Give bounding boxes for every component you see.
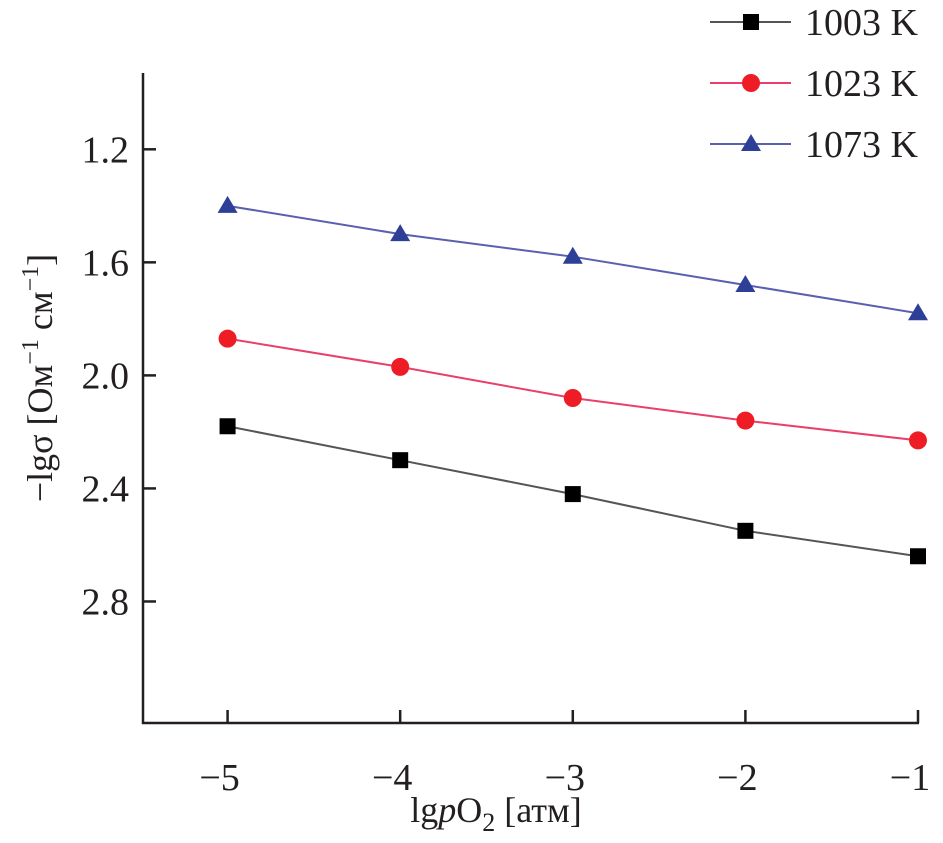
- legend-item: 1003 K: [710, 2, 919, 44]
- x-ticks: −5 −4 −3 −2 −1: [199, 710, 930, 799]
- legend-marker: [742, 74, 760, 92]
- data-point: [562, 246, 583, 264]
- legend-marker: [743, 14, 759, 30]
- legend-label: 1003 K: [805, 2, 919, 44]
- y-axis-title: −lgσ [Ом−1 см−1]: [18, 254, 60, 502]
- data-point: [909, 431, 927, 450]
- data-point: [391, 357, 410, 376]
- x-axis-title: lgpO2 [атм]: [410, 790, 582, 837]
- legend-label: 1023 K: [805, 63, 919, 105]
- data-point: [217, 195, 238, 213]
- legend-item: 1073 K: [710, 124, 919, 166]
- y-tick-label: 1.2: [82, 129, 130, 171]
- data-point: [219, 418, 236, 435]
- data-point: [736, 411, 755, 430]
- series-1003-k: [219, 418, 926, 565]
- legend-label: 1073 K: [805, 124, 919, 166]
- series-1023-k: [218, 329, 927, 450]
- y-tick-label: 1.6: [82, 242, 130, 284]
- data-point: [390, 224, 411, 242]
- series-1073-k: [217, 195, 928, 321]
- data-point: [737, 522, 754, 539]
- data-point: [908, 303, 928, 321]
- x-tick-label: −5: [199, 757, 239, 799]
- data-point: [735, 274, 756, 292]
- data-point: [392, 452, 409, 469]
- x-tick-label: −4: [372, 757, 412, 799]
- legend: 1003 K 1023 K 1073 K: [710, 2, 919, 166]
- y-tick-label: 2.8: [82, 581, 130, 623]
- plot-area: [217, 195, 928, 565]
- x-tick-label: −2: [717, 757, 757, 799]
- x-tick-label: −1: [890, 757, 930, 799]
- legend-item: 1023 K: [710, 63, 919, 105]
- axes: 1.2 1.6 2.0 2.4 2.8 −5 −4 −3 −2 −1: [82, 73, 930, 799]
- y-tick-label: 2.0: [82, 355, 130, 397]
- y-ticks: 1.2 1.6 2.0 2.4 2.8: [82, 129, 156, 623]
- x-tick-label: −3: [545, 757, 585, 799]
- data-point: [563, 389, 582, 407]
- data-point: [910, 548, 926, 565]
- y-tick-label: 2.4: [82, 468, 130, 510]
- data-point: [564, 486, 581, 503]
- data-point: [218, 329, 237, 348]
- legend-marker: [741, 134, 761, 151]
